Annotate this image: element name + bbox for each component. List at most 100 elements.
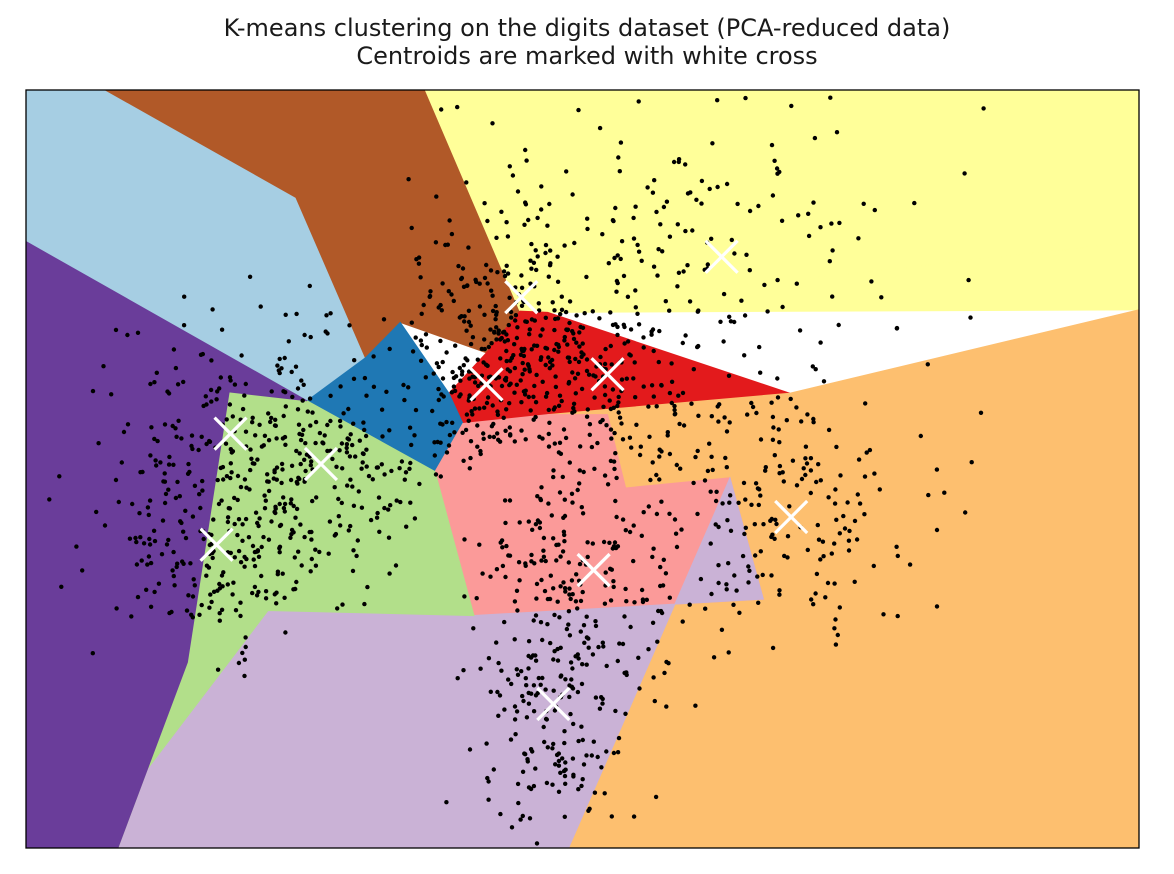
data-point <box>657 477 662 482</box>
data-point <box>664 659 669 665</box>
data-point <box>466 319 472 325</box>
data-point <box>978 410 984 415</box>
data-point <box>570 192 575 197</box>
data-point <box>637 452 643 458</box>
data-point <box>514 667 519 672</box>
data-point <box>544 390 550 396</box>
data-point <box>130 501 135 507</box>
data-point <box>602 473 608 478</box>
data-point <box>382 505 387 511</box>
data-point <box>257 516 262 521</box>
data-point <box>152 589 157 595</box>
data-point <box>566 381 571 386</box>
data-point <box>466 418 471 423</box>
data-point <box>722 415 727 420</box>
data-point <box>494 640 499 645</box>
data-point <box>413 335 418 340</box>
data-point <box>631 376 636 381</box>
data-point <box>197 492 202 497</box>
data-point <box>451 375 457 381</box>
data-point <box>577 468 582 473</box>
data-point <box>204 573 209 578</box>
data-point <box>350 484 355 489</box>
data-point <box>726 561 731 566</box>
data-point <box>580 341 585 346</box>
data-point <box>148 453 153 458</box>
data-point <box>523 200 528 205</box>
data-point <box>676 393 681 398</box>
data-point <box>597 706 603 711</box>
data-point <box>894 544 899 549</box>
data-point <box>494 235 499 240</box>
data-point <box>397 466 402 471</box>
data-point <box>567 460 572 465</box>
data-point <box>775 171 780 176</box>
data-point <box>486 779 491 784</box>
data-point <box>579 681 585 687</box>
data-point <box>535 215 540 221</box>
data-point <box>723 455 728 461</box>
data-point <box>490 121 495 126</box>
data-point <box>667 308 672 313</box>
data-point <box>517 578 522 583</box>
data-point <box>531 683 537 688</box>
data-point <box>468 341 474 347</box>
data-point <box>277 356 282 362</box>
data-point <box>584 414 590 419</box>
data-point <box>298 461 303 467</box>
data-point <box>482 312 487 317</box>
data-point <box>614 278 620 284</box>
data-point <box>174 434 179 439</box>
data-point <box>464 180 469 185</box>
data-point <box>728 528 734 533</box>
data-point <box>482 405 487 410</box>
data-point <box>524 319 529 324</box>
data-point <box>224 417 229 422</box>
data-point <box>616 394 621 400</box>
data-point <box>871 563 876 569</box>
data-point <box>461 363 466 368</box>
data-point <box>856 457 862 462</box>
data-point <box>484 262 489 268</box>
data-point <box>467 376 472 381</box>
data-point <box>665 430 670 435</box>
data-point <box>371 384 377 389</box>
data-point <box>451 298 456 304</box>
data-point <box>317 549 322 555</box>
data-point <box>705 468 711 474</box>
data-point <box>156 581 162 586</box>
data-point <box>727 500 732 505</box>
data-point <box>324 313 329 318</box>
data-point <box>556 758 562 764</box>
data-point <box>299 432 305 437</box>
data-point <box>444 450 450 455</box>
data-point <box>301 382 306 387</box>
data-point <box>246 535 252 540</box>
data-point <box>752 522 757 527</box>
data-point <box>586 645 591 650</box>
data-point <box>398 499 403 505</box>
data-point <box>515 608 520 613</box>
data-point <box>724 429 730 434</box>
data-point <box>189 433 195 438</box>
data-point <box>650 460 655 465</box>
data-point <box>658 564 663 570</box>
data-point <box>538 333 543 338</box>
data-point <box>489 341 494 346</box>
data-point <box>763 23 767 27</box>
data-point <box>716 580 721 586</box>
data-point <box>360 460 365 465</box>
data-point <box>685 37 689 41</box>
data-point <box>687 602 692 607</box>
data-point <box>232 521 237 527</box>
data-point <box>737 610 742 615</box>
data-point <box>852 579 857 584</box>
data-point <box>507 164 512 169</box>
data-point <box>310 410 315 415</box>
data-point <box>362 375 368 381</box>
data-point <box>556 349 561 354</box>
data-point <box>494 567 500 572</box>
data-point <box>611 459 617 464</box>
data-point <box>181 323 187 328</box>
data-point <box>484 741 489 746</box>
